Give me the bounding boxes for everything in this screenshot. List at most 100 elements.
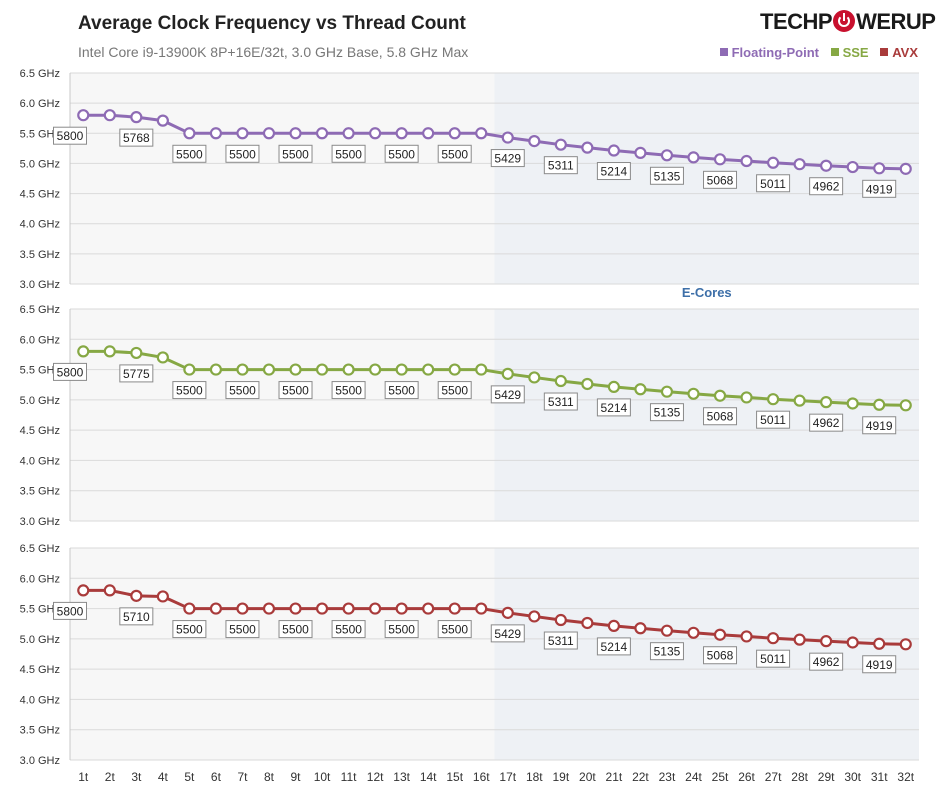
data-point (740, 630, 753, 643)
data-label: 5500 (176, 384, 203, 398)
e-cores-region-label: E-Cores (682, 285, 732, 300)
data-point (740, 391, 753, 404)
y-tick-label: 4.5 GHz (20, 664, 60, 676)
data-label: 5068 (707, 649, 734, 663)
techpowerup-logo: TECHP WERUP (760, 9, 936, 35)
data-point (713, 628, 727, 641)
data-point (475, 602, 488, 615)
data-point (209, 363, 223, 376)
data-point (581, 616, 594, 630)
x-tick-label: 25t (712, 770, 729, 784)
data-label-box (119, 128, 154, 147)
data-point (820, 635, 833, 648)
data-label-box (543, 156, 578, 175)
data-point (342, 363, 355, 376)
data-label: 5500 (229, 384, 256, 398)
data-point (766, 156, 780, 169)
data-point (528, 135, 541, 148)
data-point (554, 138, 567, 151)
data-label: 5214 (601, 401, 628, 415)
data-point (103, 584, 116, 597)
data-label: 5500 (335, 623, 362, 637)
data-label-box (809, 413, 844, 432)
data-point (899, 399, 912, 412)
data-point (422, 127, 435, 140)
y-tick-label: 5.5 GHz (20, 604, 60, 616)
data-point (899, 638, 912, 651)
data-point (156, 351, 169, 364)
data-point (422, 363, 435, 376)
y-tick-label: 5.5 GHz (20, 128, 60, 140)
data-point (634, 383, 647, 396)
data-label: 5800 (57, 365, 84, 379)
data-label: 5500 (282, 384, 309, 398)
data-point (289, 602, 302, 615)
data-point (236, 127, 249, 140)
data-point (395, 127, 408, 140)
data-label-box (278, 381, 313, 400)
data-label-box (596, 398, 631, 417)
data-label: 5500 (388, 623, 415, 637)
data-point (262, 363, 276, 376)
x-tick-label: 6t (211, 770, 222, 784)
y-tick-label: 5.0 GHz (20, 634, 60, 646)
data-label-box (331, 620, 366, 639)
data-label: 4962 (813, 655, 840, 669)
x-tick-label: 20t (579, 770, 596, 784)
x-tick-label: 17t (499, 770, 516, 784)
data-label-box (172, 381, 207, 400)
x-tick-label: 12t (367, 770, 384, 784)
x-tick-label: 18t (526, 770, 543, 784)
data-label: 5011 (760, 652, 786, 666)
y-tick-label: 4.5 GHz (20, 189, 60, 201)
data-label-box (809, 177, 844, 196)
data-label-box (543, 631, 578, 650)
data-label: 5500 (441, 147, 468, 161)
data-label-box (278, 620, 313, 639)
data-point (262, 127, 276, 140)
x-tick-label: 32t (897, 770, 914, 784)
data-point (395, 363, 408, 376)
y-tick-label: 5.0 GHz (20, 395, 60, 407)
data-label: 4919 (866, 182, 893, 196)
legend-swatch (880, 48, 889, 56)
data-label-box (649, 642, 684, 661)
data-label: 5500 (176, 147, 203, 161)
chart-subtitle: Intel Core i9-13900K 8P+16E/32t, 3.0 GHz… (78, 44, 469, 60)
data-point (236, 363, 249, 376)
data-label-box (384, 381, 419, 400)
y-tick-label: 6.5 GHz (20, 68, 60, 80)
data-point (448, 127, 461, 140)
data-point (262, 602, 276, 615)
legend-label: Floating-Point (731, 45, 819, 60)
data-label-box (649, 403, 684, 422)
data-point (846, 397, 859, 410)
data-point (873, 162, 886, 175)
legend-label: SSE (842, 45, 869, 60)
chart-legend: Floating-Point SSE AVX (712, 45, 918, 60)
data-point (766, 632, 780, 645)
data-point (209, 127, 223, 140)
data-point (660, 385, 674, 398)
logo-text-left: TECHP (760, 9, 833, 34)
y-tick-label: 4.0 GHz (20, 694, 60, 706)
y-tick-label: 6.0 GHz (20, 98, 60, 110)
y-tick-label: 6.0 GHz (20, 334, 60, 346)
data-point (342, 127, 355, 140)
data-label: 5500 (388, 147, 415, 161)
y-tick-label: 4.5 GHz (20, 425, 60, 437)
y-tick-label: 5.0 GHz (20, 158, 60, 170)
legend-item-sse: SSE (830, 45, 869, 60)
data-point (130, 111, 143, 124)
data-point (687, 151, 700, 164)
data-point (713, 389, 727, 402)
data-point (183, 127, 196, 140)
power-icon (833, 10, 856, 32)
chart-title: Average Clock Frequency vs Thread Count (78, 13, 466, 34)
data-point (315, 127, 329, 140)
x-tick-label: 31t (871, 770, 888, 784)
data-label-box (119, 607, 154, 626)
data-point (501, 367, 514, 380)
data-label-box (703, 407, 738, 426)
p-core-background (70, 73, 495, 284)
